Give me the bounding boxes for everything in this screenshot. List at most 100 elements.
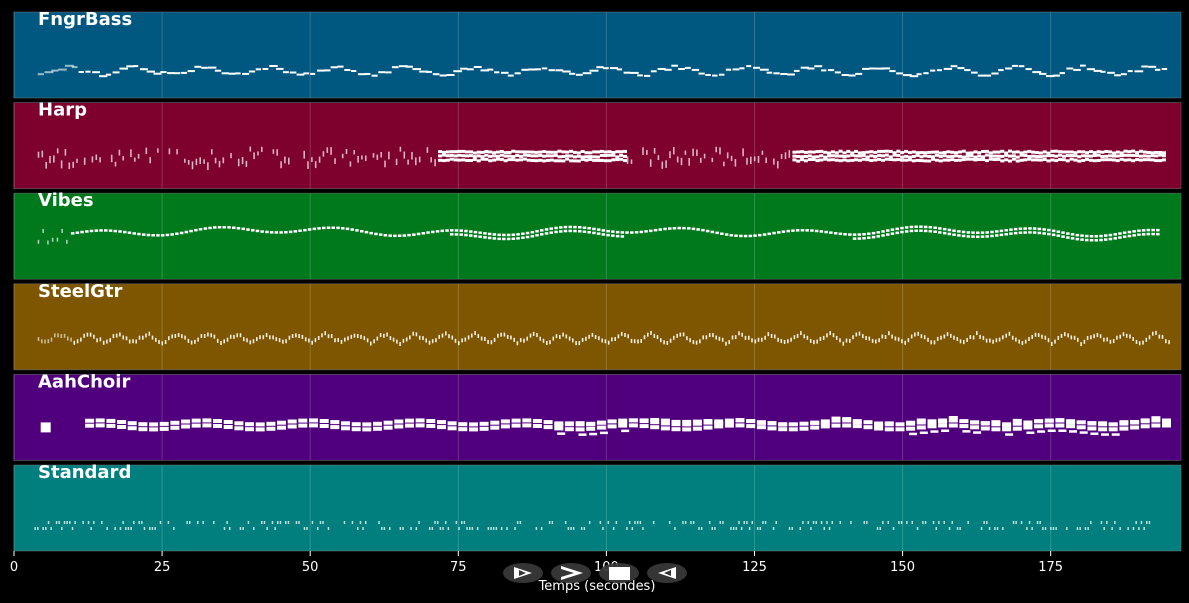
note	[526, 336, 528, 341]
note	[823, 527, 825, 530]
note	[703, 419, 713, 422]
track-name: AahChoir	[38, 371, 130, 392]
note	[160, 71, 167, 74]
note	[739, 234, 743, 238]
note	[892, 527, 895, 530]
note	[1039, 521, 1041, 524]
note	[422, 336, 424, 341]
note	[973, 158, 978, 162]
note	[1012, 426, 1022, 431]
note	[145, 147, 148, 155]
note	[351, 70, 357, 72]
note	[954, 158, 959, 162]
note	[923, 72, 929, 75]
note	[924, 521, 927, 524]
note	[1142, 340, 1144, 345]
note	[730, 527, 732, 530]
note	[441, 333, 444, 338]
note	[85, 418, 95, 423]
note	[203, 227, 208, 230]
note	[644, 74, 651, 77]
note	[1038, 155, 1043, 159]
forward-button[interactable]	[551, 563, 591, 583]
note	[799, 527, 801, 530]
note	[603, 67, 609, 70]
note	[677, 226, 681, 230]
note	[1069, 150, 1074, 154]
note	[230, 153, 232, 159]
note	[1037, 430, 1046, 433]
note	[301, 334, 304, 339]
track-notes	[37, 146, 1166, 171]
note	[141, 521, 143, 524]
note	[158, 340, 160, 344]
note	[1035, 151, 1039, 155]
note	[810, 229, 814, 232]
note	[173, 72, 181, 75]
note	[573, 225, 577, 229]
rewind-outline-icon	[658, 567, 676, 579]
note	[365, 155, 367, 161]
note	[345, 227, 350, 231]
note	[904, 226, 909, 229]
note	[466, 527, 468, 530]
note	[127, 426, 137, 431]
note	[965, 154, 970, 158]
rewind-button[interactable]	[647, 563, 687, 583]
note	[647, 332, 649, 337]
x-tick-label: 0	[10, 560, 18, 575]
note	[827, 151, 831, 155]
note	[927, 154, 932, 158]
note	[719, 521, 721, 524]
note	[788, 427, 798, 432]
note	[360, 334, 362, 339]
note	[138, 521, 140, 524]
note	[222, 226, 226, 229]
note	[971, 235, 975, 238]
note	[875, 67, 885, 70]
note	[807, 158, 812, 161]
note	[461, 149, 466, 153]
note	[127, 527, 130, 530]
note	[995, 234, 999, 237]
note	[70, 232, 75, 235]
note	[876, 231, 880, 234]
play-button[interactable]	[503, 563, 543, 583]
note	[1081, 150, 1086, 154]
note	[607, 159, 612, 163]
note	[540, 229, 544, 232]
note	[347, 336, 349, 341]
note	[495, 150, 500, 154]
note	[437, 425, 446, 430]
note	[783, 340, 786, 344]
note	[799, 422, 809, 426]
note	[429, 527, 431, 530]
note	[938, 420, 948, 424]
note	[1015, 521, 1017, 524]
note	[445, 229, 449, 232]
note	[500, 424, 510, 429]
note	[1002, 424, 1012, 428]
stop-button[interactable]	[599, 563, 639, 583]
note	[596, 150, 600, 154]
note	[850, 153, 855, 157]
note	[682, 422, 692, 427]
note	[174, 334, 177, 338]
note	[599, 431, 608, 435]
note	[1112, 158, 1116, 162]
note	[1094, 235, 1098, 238]
note	[959, 424, 969, 429]
note	[1127, 158, 1132, 162]
note	[1146, 158, 1151, 162]
note	[76, 339, 79, 344]
note	[213, 521, 215, 524]
note	[976, 231, 980, 234]
note	[525, 235, 530, 239]
note	[1073, 154, 1078, 158]
note	[589, 432, 598, 436]
note	[1066, 421, 1076, 425]
note	[487, 339, 489, 344]
note	[892, 153, 897, 157]
note	[803, 159, 808, 163]
note	[189, 229, 193, 233]
